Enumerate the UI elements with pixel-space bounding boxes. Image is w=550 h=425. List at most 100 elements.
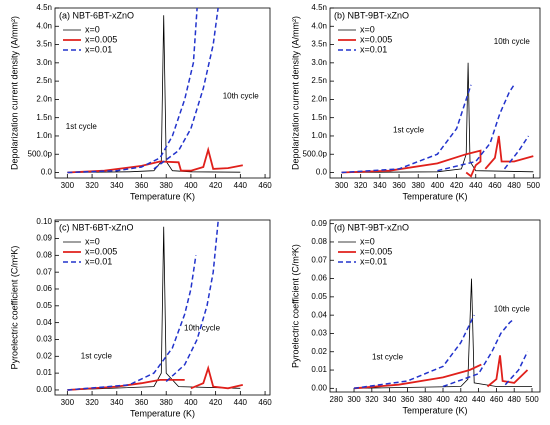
y-tick-label: 0.07 — [311, 255, 327, 264]
x-axis-label: Temperature (K) — [402, 405, 467, 415]
y-axis-label: Depolarization current density (A/mm²) — [9, 16, 19, 170]
y-axis-label: Pyroelectric coefficient (C/m²K) — [9, 246, 19, 370]
y-tick-label: 0.08 — [311, 237, 327, 246]
x-tick-label: 500 — [525, 395, 539, 404]
legend-label: x=0.01 — [360, 44, 387, 54]
series-line — [353, 314, 529, 390]
y-tick-label: 3.5n — [36, 40, 52, 49]
series-line — [67, 146, 243, 174]
y-tick-label: 1.0n — [36, 131, 52, 140]
x-tick-label: 320 — [85, 181, 99, 190]
x-tick-label: 340 — [383, 395, 397, 404]
y-tick-label: 0.01 — [311, 365, 327, 374]
y-tick-label: 4.0n — [36, 21, 52, 30]
x-tick-label: 400 — [436, 395, 450, 404]
x-tick-label: 380 — [412, 181, 426, 190]
x-tick-label: 440 — [472, 395, 486, 404]
annotation: 1st cycle — [81, 352, 113, 361]
x-tick-label: 300 — [61, 398, 75, 407]
y-tick-label: 0.07 — [36, 267, 52, 276]
y-tick-label: 2.5n — [36, 76, 52, 85]
annotation: 10th cycle — [494, 37, 531, 46]
x-tick-label: 320 — [354, 181, 368, 190]
y-tick-label: 0.02 — [36, 351, 52, 360]
series-line — [341, 62, 534, 173]
legend-label: x=0.005 — [360, 246, 392, 256]
y-axis-label: Pyroelectric coefficient (C/m²K) — [290, 244, 300, 368]
y-tick-label: 1.5n — [36, 113, 52, 122]
x-tick-label: 400 — [184, 181, 198, 190]
panel-title: (a) NBT-6BT-xZnO — [59, 10, 134, 20]
x-tick-label: 320 — [365, 395, 379, 404]
x-tick-label: 380 — [160, 398, 174, 407]
x-tick-label: 360 — [135, 181, 149, 190]
y-tick-label: 0.10 — [36, 217, 52, 226]
x-tick-label: 500 — [527, 181, 541, 190]
x-tick-label: 440 — [234, 398, 248, 407]
x-tick-label: 420 — [209, 398, 223, 407]
x-tick-label: 480 — [508, 395, 522, 404]
x-tick-label: 380 — [419, 395, 433, 404]
annotation: 1st cycle — [372, 353, 404, 362]
y-tick-label: 3.5n — [311, 40, 327, 49]
x-tick-label: 360 — [135, 398, 149, 407]
y-tick-label: 0.00 — [311, 383, 327, 392]
y-tick-label: 1.0n — [311, 131, 327, 140]
y-tick-label: 0.05 — [36, 301, 52, 310]
x-tick-label: 340 — [373, 181, 387, 190]
legend-label: x=0.005 — [360, 34, 392, 44]
legend-label: x=0.005 — [85, 246, 117, 256]
y-tick-label: 0.04 — [36, 318, 52, 327]
y-tick-label: 2.0n — [36, 95, 52, 104]
y-tick-label: 0.04 — [311, 310, 327, 319]
y-tick-label: 2.0n — [311, 95, 327, 104]
annotation: 10th cycle — [184, 324, 221, 333]
legend-label: x=0.01 — [85, 44, 112, 54]
y-tick-label: 3.0n — [311, 58, 327, 67]
legend-label: x=0 — [85, 236, 100, 246]
legend-label: x=0 — [360, 24, 375, 34]
y-tick-label: 0.06 — [36, 284, 52, 293]
y-tick-label: 0.0 — [316, 168, 328, 177]
legend-label: x=0.005 — [85, 34, 117, 44]
series-line — [353, 278, 532, 389]
y-tick-label: 0.06 — [311, 274, 327, 283]
x-tick-label: 480 — [507, 181, 521, 190]
x-axis-label: Temperature (K) — [130, 408, 195, 418]
y-tick-label: 0.00 — [36, 385, 52, 394]
y-tick-label: 2.5n — [311, 76, 327, 85]
x-tick-label: 380 — [160, 181, 174, 190]
y-tick-label: 0.08 — [36, 250, 52, 259]
series-line — [341, 135, 534, 178]
y-tick-label: 0.01 — [36, 368, 52, 377]
y-tick-label: 4.0n — [311, 21, 327, 30]
series-line — [67, 221, 219, 391]
series-line — [67, 226, 241, 391]
x-tick-label: 440 — [469, 181, 483, 190]
panel-title: (d) NBT-9BT-xZnO — [334, 222, 409, 232]
x-tick-label: 420 — [454, 395, 468, 404]
x-tick-label: 360 — [392, 181, 406, 190]
annotation: 10th cycle — [494, 305, 531, 314]
x-tick-label: 400 — [431, 181, 445, 190]
y-tick-label: 1.5n — [311, 113, 327, 122]
plot-frame — [329, 219, 541, 393]
series-line — [353, 355, 529, 390]
x-tick-label: 340 — [110, 398, 124, 407]
x-tick-label: 460 — [490, 395, 504, 404]
y-tick-label: 4.5n — [311, 3, 327, 12]
y-axis-label: Depolarization current density (A/mm²) — [290, 16, 300, 170]
legend-label: x=0 — [85, 24, 100, 34]
panel-title: (c) NBT-6BT-xZnO — [59, 222, 134, 232]
y-tick-label: 0.05 — [311, 292, 327, 301]
annotation: 10th cycle — [223, 92, 260, 101]
plot-frame — [54, 7, 271, 179]
series-line — [341, 84, 530, 174]
series-line — [67, 8, 219, 174]
x-tick-label: 460 — [258, 181, 272, 190]
x-tick-label: 420 — [450, 181, 464, 190]
y-tick-label: 0.0 — [41, 168, 53, 177]
y-tick-label: 0.03 — [36, 335, 52, 344]
y-tick-label: 0.03 — [311, 329, 327, 338]
